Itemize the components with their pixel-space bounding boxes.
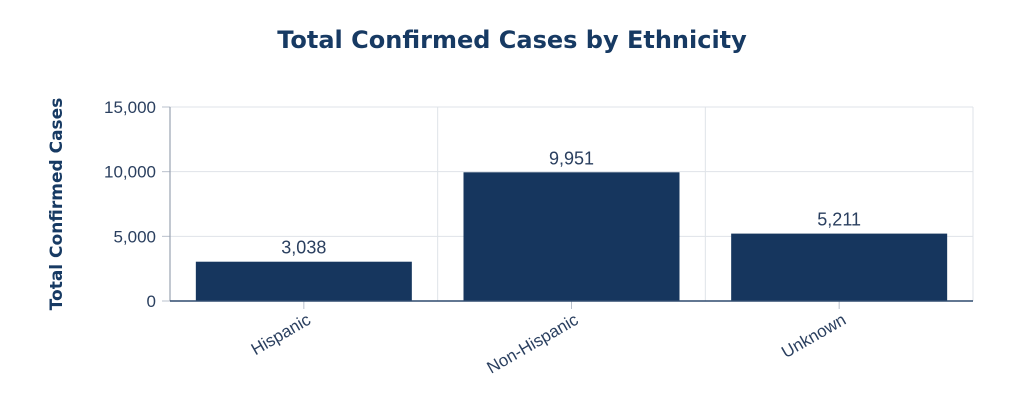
bars xyxy=(195,172,948,301)
y-tick-label: 5,000 xyxy=(113,227,156,246)
bar-hispanic[interactable] xyxy=(195,261,412,301)
x-tick-label: Non-Hispanic xyxy=(484,310,582,378)
x-tick-label: Unknown xyxy=(778,310,849,362)
y-tick-label: 15,000 xyxy=(104,98,156,117)
chart-title: Total Confirmed Cases by Ethnicity xyxy=(277,26,747,54)
data-label: 5,211 xyxy=(817,210,861,230)
x-tick-label: Hispanic xyxy=(248,310,314,359)
bar-non-hispanic[interactable] xyxy=(463,172,680,301)
data-label: 3,038 xyxy=(281,238,326,258)
bar-unknown[interactable] xyxy=(731,233,948,301)
axes xyxy=(162,106,973,309)
y-tick-label: 0 xyxy=(147,292,156,311)
y-tick-label: 10,000 xyxy=(104,163,156,182)
data-label: 9,951 xyxy=(549,148,594,168)
